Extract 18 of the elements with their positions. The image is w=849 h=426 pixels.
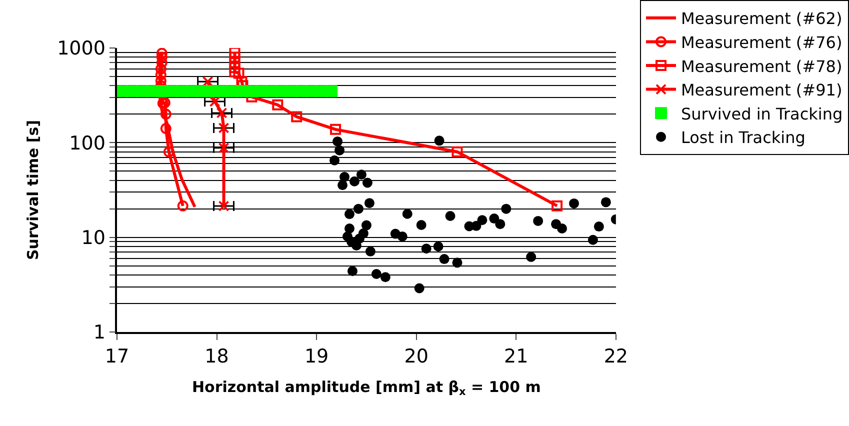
x-axis-title: Horizontal amplitude [mm] at β$_{x}$ = 100 m bbox=[192, 378, 541, 398]
legend-label: Measurement (#78) bbox=[681, 56, 842, 76]
x-tick-label: 17 bbox=[104, 346, 130, 368]
legend-label: Lost in Tracking bbox=[681, 128, 806, 148]
x-tick-label: 18 bbox=[204, 346, 229, 368]
legend-label: Measurement (#62) bbox=[681, 9, 842, 28]
y-axis-title: Survival time [s] bbox=[24, 120, 42, 260]
x-tick-label: 22 bbox=[604, 346, 628, 368]
x-tick-label: 19 bbox=[304, 346, 329, 368]
legend-label: Measurement (#91) bbox=[681, 80, 842, 100]
y-tick-label: 10 bbox=[81, 226, 106, 249]
y-tick-label: 1000 bbox=[57, 38, 106, 60]
legend-label: Survived in Tracking bbox=[681, 104, 843, 124]
y-tick-label: 100 bbox=[69, 132, 106, 154]
legend-label: Measurement (#76) bbox=[681, 32, 842, 52]
x-tick-label: 21 bbox=[504, 346, 528, 368]
x-tick-label: 20 bbox=[404, 346, 428, 368]
y-tick-label: 1 bbox=[93, 322, 106, 344]
